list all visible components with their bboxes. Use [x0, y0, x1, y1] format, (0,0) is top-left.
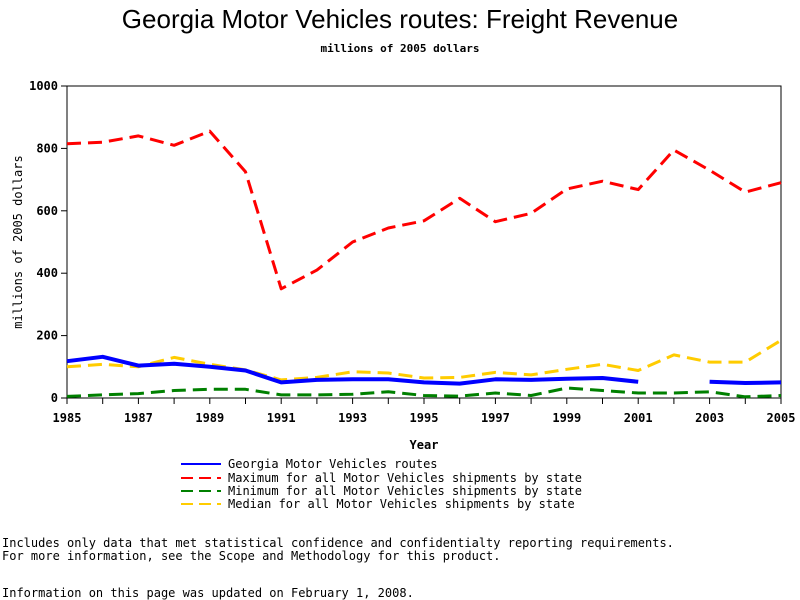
series-line-0 [66, 354, 639, 386]
x-tick-label: 1995 [410, 411, 439, 425]
series-line-3 [66, 339, 782, 382]
footnote-methodology: For more information, see the Scope and … [2, 549, 501, 563]
legend-label: Median for all Motor Vehicles shipments … [228, 497, 575, 511]
series-line-2 [66, 386, 782, 399]
y-tick-label: 600 [36, 204, 58, 218]
y-tick-label: 800 [36, 141, 58, 155]
y-tick-label: 1000 [29, 79, 58, 93]
plot-frame [66, 85, 782, 399]
x-tick-label: 2005 [767, 411, 796, 425]
x-tick-label: 1997 [481, 411, 510, 425]
x-tick-label: 2003 [695, 411, 724, 425]
x-tick-label: 2001 [624, 411, 653, 425]
chart-subtitle: millions of 2005 dollars [320, 42, 480, 55]
footnote-updated: Information on this page was updated on … [2, 586, 414, 600]
x-tick-label: 1985 [53, 411, 82, 425]
x-tick-label: 1999 [552, 411, 581, 425]
x-tick-label: 1987 [124, 411, 153, 425]
y-tick-label: 200 [36, 329, 58, 343]
series-line-0 [709, 379, 782, 385]
y-axis-label: millions of 2005 dollars [11, 155, 25, 328]
legend-label: Georgia Motor Vehicles routes [228, 457, 438, 471]
x-tick-label: 1989 [195, 411, 224, 425]
series-line-1 [66, 129, 782, 291]
y-tick-label: 400 [36, 266, 58, 280]
legend-label: Maximum for all Motor Vehicles shipments… [228, 471, 582, 485]
x-tick-label: 1991 [267, 411, 296, 425]
x-axis-label: Year [410, 438, 439, 452]
legend-label: Minimum for all Motor Vehicles shipments… [228, 484, 582, 498]
x-tick-label: 1993 [338, 411, 367, 425]
y-tick-label: 0 [51, 391, 58, 405]
footnote-confidence: Includes only data that met statistical … [2, 536, 674, 550]
chart-title: Georgia Motor Vehicles routes: Freight R… [121, 4, 679, 34]
